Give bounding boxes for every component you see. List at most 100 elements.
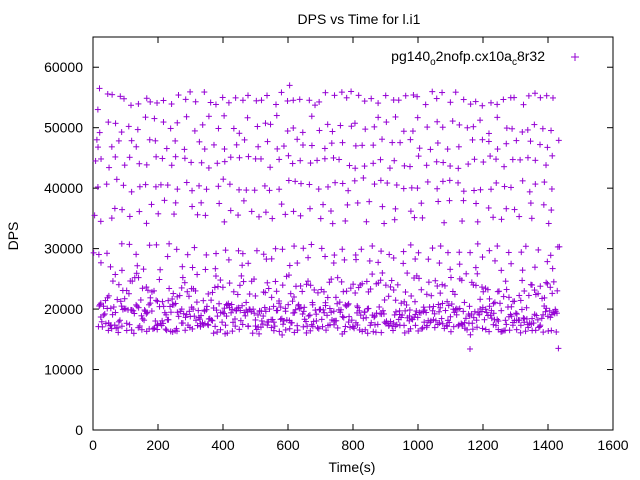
- data-point: [377, 156, 384, 163]
- data-point: [392, 297, 399, 304]
- data-point: [549, 152, 556, 159]
- data-point: [461, 325, 468, 332]
- data-point: [268, 294, 275, 301]
- data-point: [472, 98, 479, 105]
- data-point: [357, 312, 364, 319]
- data-point: [299, 142, 306, 149]
- data-point: [201, 320, 208, 327]
- data-point: [516, 317, 523, 324]
- data-point: [342, 323, 349, 330]
- data-point: [112, 153, 119, 160]
- data-point: [401, 329, 408, 336]
- data-point: [548, 127, 555, 134]
- data-point: [151, 115, 158, 122]
- data-point: [205, 164, 212, 171]
- data-point: [456, 305, 463, 312]
- x-tick-label: 0: [89, 437, 97, 453]
- data-point: [416, 145, 423, 152]
- data-point: [322, 89, 329, 96]
- data-point: [409, 128, 416, 135]
- data-point: [197, 323, 204, 330]
- data-point: [110, 303, 117, 310]
- data-point: [245, 153, 252, 160]
- data-point: [387, 283, 394, 290]
- data-point: [521, 319, 528, 326]
- data-point: [178, 306, 185, 313]
- data-point: [188, 159, 195, 166]
- data-point: [392, 113, 399, 120]
- x-tick-label: 600: [276, 437, 300, 453]
- data-point: [524, 126, 531, 133]
- data-point: [291, 243, 298, 250]
- data-point: [529, 281, 536, 288]
- data-point: [128, 188, 135, 195]
- data-point: [316, 98, 323, 105]
- data-point: [329, 220, 336, 227]
- data-point: [300, 308, 307, 315]
- data-point: [488, 99, 495, 106]
- data-point: [323, 327, 330, 334]
- data-point: [415, 275, 422, 282]
- data-point: [345, 187, 352, 194]
- data-point: [495, 318, 502, 325]
- data-point: [141, 307, 148, 314]
- data-point: [517, 156, 524, 163]
- data-point: [102, 320, 109, 327]
- data-point: [322, 299, 329, 306]
- data-point: [229, 328, 236, 335]
- data-point: [351, 120, 358, 127]
- data-point: [443, 322, 450, 329]
- data-point: [411, 214, 418, 221]
- data-point: [296, 305, 303, 312]
- x-tick-label: 1000: [402, 437, 433, 453]
- data-point: [270, 327, 277, 334]
- data-point: [460, 188, 467, 195]
- data-point: [118, 240, 125, 247]
- data-point: [263, 256, 270, 263]
- data-point: [245, 323, 252, 330]
- data-point: [444, 298, 451, 305]
- data-point: [383, 119, 390, 126]
- data-point: [264, 322, 271, 329]
- data-point: [402, 92, 409, 99]
- data-point: [355, 92, 362, 99]
- data-point: [487, 312, 494, 319]
- data-point: [211, 284, 218, 291]
- data-point: [101, 310, 108, 317]
- data-point: [386, 165, 393, 172]
- data-point: [403, 302, 410, 309]
- data-point: [134, 303, 141, 310]
- data-point: [184, 251, 191, 258]
- data-point: [531, 287, 538, 294]
- data-point: [130, 330, 137, 337]
- data-point: [543, 305, 550, 312]
- data-point: [498, 328, 505, 335]
- data-point: [131, 310, 138, 317]
- data-point: [471, 308, 478, 315]
- data-point: [522, 328, 529, 335]
- data-point: [262, 289, 269, 296]
- data-point: [222, 322, 229, 329]
- data-point: [152, 317, 159, 324]
- data-point: [411, 298, 418, 305]
- data-point: [299, 129, 306, 136]
- data-point: [321, 145, 328, 152]
- data-point: [412, 322, 419, 329]
- data-point: [214, 329, 221, 336]
- data-point: [112, 271, 119, 278]
- data-point: [329, 128, 336, 135]
- data-point: [519, 267, 526, 274]
- data-point: [235, 212, 242, 219]
- data-point: [458, 277, 465, 284]
- data-point: [461, 319, 468, 326]
- data-point: [267, 121, 274, 128]
- data-point: [452, 89, 459, 96]
- data-point: [543, 162, 550, 169]
- data-point: [207, 99, 214, 106]
- data-point: [137, 297, 144, 304]
- data-point: [479, 102, 486, 109]
- data-point: [334, 300, 341, 307]
- data-point: [208, 297, 215, 304]
- data-point: [225, 99, 232, 106]
- data-point: [136, 183, 143, 190]
